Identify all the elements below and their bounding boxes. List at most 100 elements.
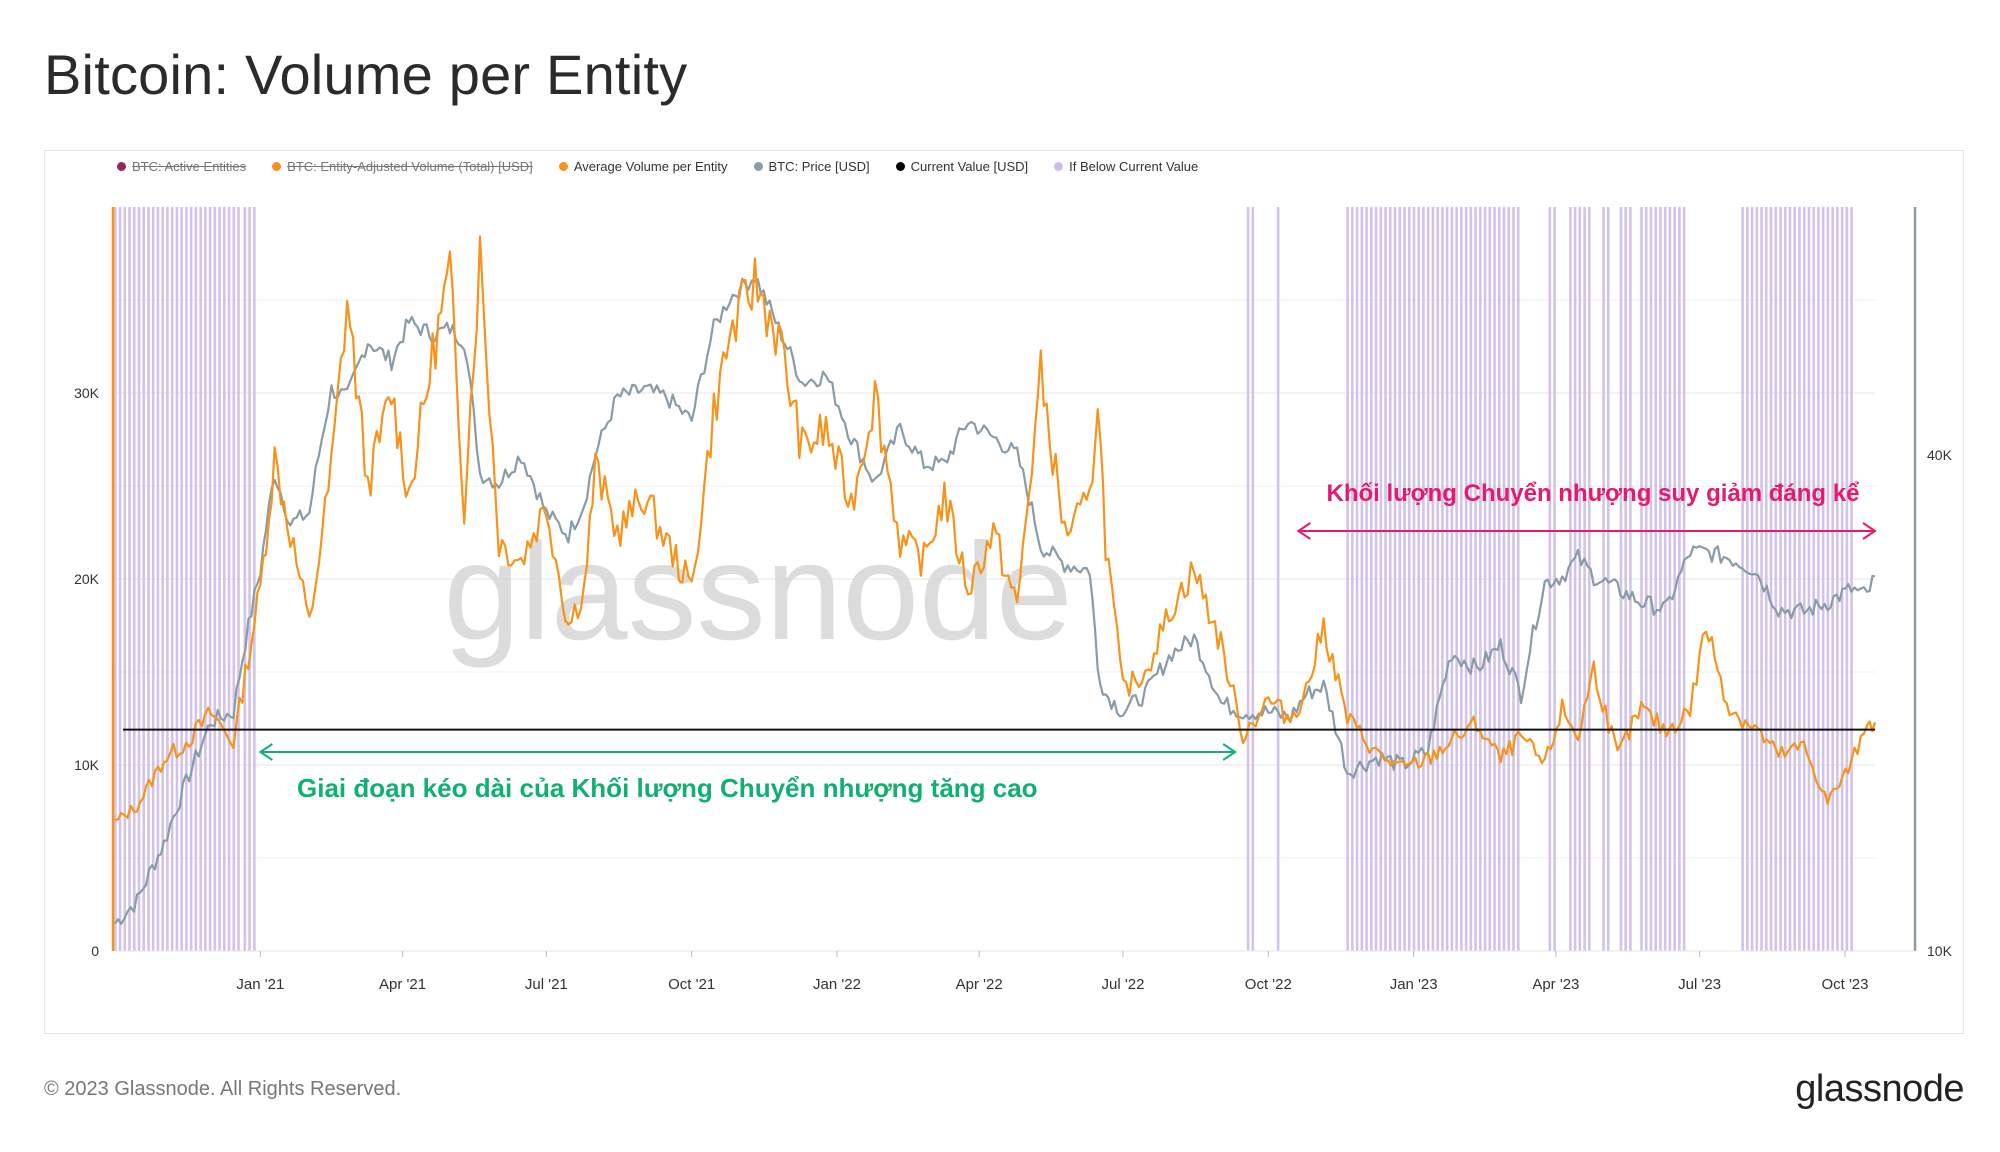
- legend-dot-icon: [558, 162, 568, 171]
- x-tick-label: Jul '22: [1102, 976, 1145, 993]
- below-band-bar: [1379, 207, 1383, 951]
- x-tick-label: Oct '23: [1821, 976, 1868, 993]
- below-band-bar: [1412, 207, 1416, 951]
- below-band-bar: [232, 207, 236, 951]
- below-band-bar: [1497, 207, 1501, 951]
- footer-copyright: © 2023 Glassnode. All Rights Reserved.: [44, 1078, 402, 1100]
- axes: 0 10K 20K 30K 10K 40K Jan '21 Apr '21 Jul '21 Oct…: [74, 207, 1953, 993]
- below-band-bar: [1469, 207, 1473, 951]
- x-tick-label: Apr '22: [956, 976, 1003, 993]
- x-tick-label: Jul '23: [1678, 976, 1721, 993]
- below-band-bar: [1583, 207, 1586, 951]
- x-tick-label: Apr '21: [379, 976, 426, 993]
- legend-dot-icon: [1054, 162, 1064, 171]
- legend-item[interactable]: BTC: Active Entities: [117, 159, 246, 174]
- below-band-bar: [1502, 207, 1506, 951]
- y-left-tick-label: 10K: [74, 757, 100, 773]
- below-band-bar: [114, 207, 117, 951]
- series-lines: [114, 235, 1877, 925]
- below-band-bar: [1493, 207, 1496, 951]
- page-title: Bitcoin: Volume per Entity: [44, 43, 688, 106]
- x-tick-label: Jan '23: [1390, 976, 1438, 993]
- legend-item[interactable]: BTC: Entity-Adjusted Volume (Total) [USD…: [272, 159, 533, 174]
- below-band-bar: [1393, 207, 1397, 951]
- below-band-bar: [1365, 207, 1368, 951]
- y-left-tick-label: 20K: [74, 571, 100, 587]
- below-band-bar: [1398, 207, 1402, 951]
- below-band-bar: [1450, 207, 1454, 951]
- below-band-bar: [218, 207, 221, 951]
- footer-logo[interactable]: glassnode: [1795, 1068, 1964, 1110]
- green-annotation-right-arrowhead-icon: [1222, 743, 1237, 761]
- below-band-bar: [223, 207, 226, 951]
- below-band-bar: [1649, 207, 1653, 951]
- below-band-bar: [1464, 207, 1468, 951]
- below-band-bar: [1812, 207, 1815, 951]
- below-band-bar: [1779, 207, 1782, 951]
- below-band-bar: [1802, 207, 1806, 951]
- pink-annotation-right-arrowhead-icon: [1862, 522, 1877, 540]
- below-band-bar: [1764, 207, 1768, 951]
- legend-dot-icon: [117, 162, 126, 171]
- below-band-bar: [1384, 207, 1387, 951]
- below-band-bar: [237, 207, 240, 951]
- below-band-bar: [243, 207, 247, 951]
- below-band-bar: [1654, 207, 1657, 951]
- below-band-bar: [1422, 207, 1425, 951]
- below-band-bar: [1460, 207, 1463, 951]
- x-tick-label: Jan '21: [236, 976, 284, 993]
- below-band-bar: [1619, 207, 1623, 951]
- below-band-bar: [1276, 207, 1280, 951]
- x-tick-label: Jan '22: [813, 976, 861, 993]
- below-band-bar: [1817, 207, 1820, 951]
- below-band-bar: [1479, 207, 1482, 951]
- below-band-bar: [175, 207, 179, 951]
- below-band-bar: [147, 207, 150, 951]
- below-band-bar: [1374, 207, 1378, 951]
- below-band-bar: [170, 207, 174, 951]
- below-band-bar: [1640, 207, 1643, 951]
- legend-label: Current Value [USD]: [910, 159, 1029, 174]
- below-band-bar: [208, 207, 212, 951]
- x-tick-label: Oct '21: [668, 976, 715, 993]
- legend-item[interactable]: Average Volume per Entity: [558, 159, 728, 174]
- below-band-bar: [1578, 207, 1582, 951]
- below-band-bar: [1624, 207, 1627, 951]
- below-band-bar: [1516, 207, 1520, 951]
- below-band-bar: [1821, 207, 1825, 951]
- below-band-bar: [185, 207, 188, 951]
- below-band-bar: [1845, 207, 1849, 951]
- legend-item[interactable]: If Below Current Value: [1054, 159, 1198, 174]
- legend-item[interactable]: BTC: Price [USD]: [753, 159, 870, 174]
- below-band-bar: [1431, 207, 1435, 951]
- below-band-bar: [1548, 207, 1552, 951]
- legend-label: BTC: Active Entities: [132, 159, 247, 174]
- x-tick-label: Jul '21: [525, 976, 568, 993]
- below-band-bar: [118, 207, 122, 951]
- below-band-bar: [1783, 207, 1787, 951]
- below-band-bar: [1417, 207, 1421, 951]
- below-band-bar: [180, 207, 183, 951]
- below-band-bar: [194, 207, 198, 951]
- below-band-bar: [204, 207, 207, 951]
- pink-annotation-text: Khối lượng Chuyển nhượng suy giảm đáng k…: [1327, 480, 1860, 507]
- below-band-bar: [1788, 207, 1792, 951]
- below-band-bar: [1455, 207, 1458, 951]
- below-band-bar: [1445, 207, 1449, 951]
- below-band-bar: [1426, 207, 1430, 951]
- below-band-bar: [1483, 207, 1487, 951]
- below-band-bar: [1659, 207, 1662, 951]
- below-band-bar: [1588, 207, 1591, 951]
- below-band-bar: [1644, 207, 1648, 951]
- below-band-bar: [1769, 207, 1773, 951]
- legend-dot-icon: [753, 162, 763, 171]
- below-band-bar: [1826, 207, 1830, 951]
- below-band-bar: [1573, 207, 1577, 951]
- below-band-bar: [161, 207, 164, 951]
- y-right-tick-label: 10K: [1927, 943, 1953, 959]
- below-band-bar: [213, 207, 217, 951]
- below-band-bar: [1840, 207, 1844, 951]
- legend-item[interactable]: Current Value [USD]: [895, 159, 1029, 174]
- below-band-bar: [1750, 207, 1754, 951]
